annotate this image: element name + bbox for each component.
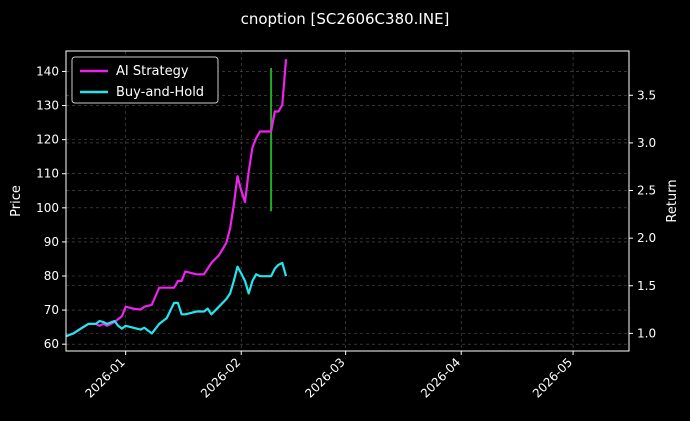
y-tick-label-right: 2.0: [637, 231, 656, 245]
series-line-ai-strategy: [65, 59, 288, 338]
y-tick-label-left: 120: [36, 133, 59, 147]
y-tick-label-right: 1.0: [637, 326, 656, 340]
y-tick-label-left: 100: [36, 201, 59, 215]
grid: [66, 51, 629, 351]
y-tick-label-right: 3.5: [637, 88, 656, 102]
y-tick-label-left: 90: [44, 235, 59, 249]
legend[interactable]: AI Strategy Buy-and-Hold: [71, 56, 219, 104]
y-tick-label-left: 110: [36, 167, 59, 181]
y-axis-right-label: Return: [665, 179, 680, 222]
y-tick-label-left: 60: [44, 337, 59, 351]
legend-label-buy-and-hold: Buy-and-Hold: [116, 85, 204, 100]
y-tick-label-left: 130: [36, 99, 59, 113]
plot-area: [65, 59, 288, 338]
y-tick-label-left: 70: [44, 303, 59, 317]
y-axis-left-label: Price: [9, 185, 24, 217]
y-tick-label-right: 3.0: [637, 136, 656, 150]
legend-box: [71, 56, 219, 104]
y-tick-label-left: 80: [44, 269, 59, 283]
chart-title: cnoption [SC2606C380.INE]: [241, 10, 450, 28]
y-tick-label-left: 140: [36, 64, 59, 78]
legend-label-ai-strategy: AI Strategy: [116, 64, 189, 79]
plot-frame: [65, 50, 630, 352]
y-tick-label-right: 2.5: [637, 184, 656, 198]
series-line-buy-and-hold: [65, 261, 288, 338]
y-tick-label-right: 1.5: [637, 279, 656, 293]
